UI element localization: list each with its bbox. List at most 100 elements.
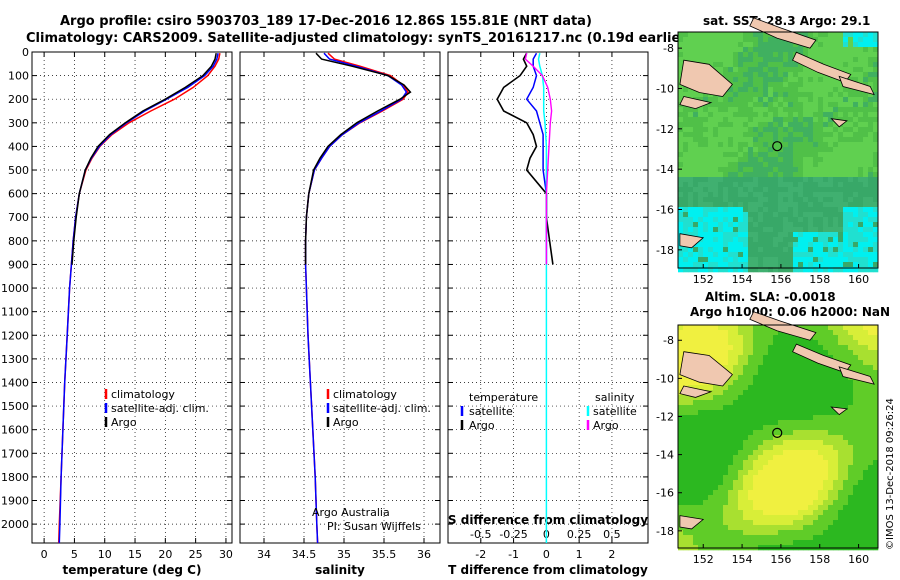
- map-x-tick-label: 152: [693, 553, 714, 566]
- map-cell: [773, 112, 779, 118]
- map-cell: [758, 350, 764, 356]
- map-cell: [738, 157, 744, 163]
- map-cell: [758, 415, 764, 421]
- map-cell: [778, 485, 784, 491]
- map-cell: [728, 37, 734, 43]
- map-cell: [823, 142, 829, 148]
- map-cell: [773, 142, 779, 148]
- map-cell: [768, 262, 774, 268]
- map-cell: [703, 222, 709, 228]
- map-cell: [733, 370, 739, 376]
- map-cell: [748, 325, 754, 331]
- map-cell: [788, 247, 794, 253]
- map-cell: [738, 217, 744, 223]
- x-tick-label: 20: [158, 548, 172, 561]
- map-cell: [713, 350, 719, 356]
- map-cell: [758, 182, 764, 188]
- map-cell: [748, 475, 754, 481]
- map-cell: [808, 515, 814, 521]
- map-cell: [733, 510, 739, 516]
- map-cell: [773, 360, 779, 366]
- map-cell: [818, 52, 824, 58]
- map-cell: [778, 525, 784, 531]
- map-cell: [718, 47, 724, 53]
- map-cell: [713, 137, 719, 143]
- map-cell: [763, 475, 769, 481]
- map-cell: [803, 177, 809, 183]
- map-cell: [818, 410, 824, 416]
- map-cell: [748, 207, 754, 213]
- map-cell: [863, 257, 869, 263]
- map-cell: [708, 420, 714, 426]
- map-cell: [683, 262, 689, 268]
- map-cell: [853, 212, 859, 218]
- map-cell: [698, 335, 704, 341]
- map-cell: [783, 57, 789, 63]
- map-cell: [723, 530, 729, 536]
- map-cell: [798, 182, 804, 188]
- map-cell: [823, 162, 829, 168]
- map-cell: [708, 505, 714, 511]
- map-cell: [853, 62, 859, 68]
- map-cell: [693, 262, 699, 268]
- map-cell: [868, 102, 874, 108]
- map-cell: [843, 207, 849, 213]
- map-cell: [823, 207, 829, 213]
- map-cell: [838, 162, 844, 168]
- map-cell: [818, 137, 824, 143]
- map-cell: [823, 410, 829, 416]
- map-cell: [863, 242, 869, 248]
- map-cell: [718, 177, 724, 183]
- map-cell: [763, 32, 769, 38]
- map-cell: [723, 112, 729, 118]
- map-cell: [808, 267, 814, 273]
- map-cell: [853, 267, 859, 273]
- map-cell: [753, 525, 759, 531]
- map-cell: [813, 515, 819, 521]
- map-cell: [693, 490, 699, 496]
- map-cell: [828, 87, 834, 93]
- island: [679, 385, 713, 398]
- map-cell: [708, 117, 714, 123]
- map-cell: [743, 42, 749, 48]
- map-cell: [713, 395, 719, 401]
- map-cell: [793, 192, 799, 198]
- map-cell: [823, 152, 829, 158]
- map-cell: [738, 385, 744, 391]
- map-cell: [723, 475, 729, 481]
- map-cell: [853, 187, 859, 193]
- map-cell: [828, 505, 834, 511]
- map-cell: [773, 485, 779, 491]
- map-cell: [813, 207, 819, 213]
- map-cell: [803, 117, 809, 123]
- map-cell: [818, 247, 824, 253]
- map-cell: [848, 92, 854, 98]
- map-cell: [743, 117, 749, 123]
- map-cell: [728, 330, 734, 336]
- map-cell: [723, 202, 729, 208]
- map-cell: [873, 62, 879, 68]
- map-cell: [863, 470, 869, 476]
- map-cell: [828, 262, 834, 268]
- map-cell: [848, 77, 854, 83]
- map-cell: [688, 410, 694, 416]
- map-cell: [768, 172, 774, 178]
- map-cell: [858, 370, 864, 376]
- map-cell: [688, 42, 694, 48]
- map-cell: [768, 400, 774, 406]
- map-cell: [748, 390, 754, 396]
- map-cell: [848, 47, 854, 53]
- map-cell: [803, 375, 809, 381]
- map-cell: [768, 425, 774, 431]
- map-cell: [823, 510, 829, 516]
- map-cell: [833, 530, 839, 536]
- map-cell: [813, 510, 819, 516]
- map-cell: [863, 390, 869, 396]
- map-cell: [728, 475, 734, 481]
- map-cell: [693, 207, 699, 213]
- map-cell: [803, 127, 809, 133]
- map-cell: [708, 465, 714, 471]
- map-cell: [868, 47, 874, 53]
- map-cell: [773, 92, 779, 98]
- map-cell: [753, 202, 759, 208]
